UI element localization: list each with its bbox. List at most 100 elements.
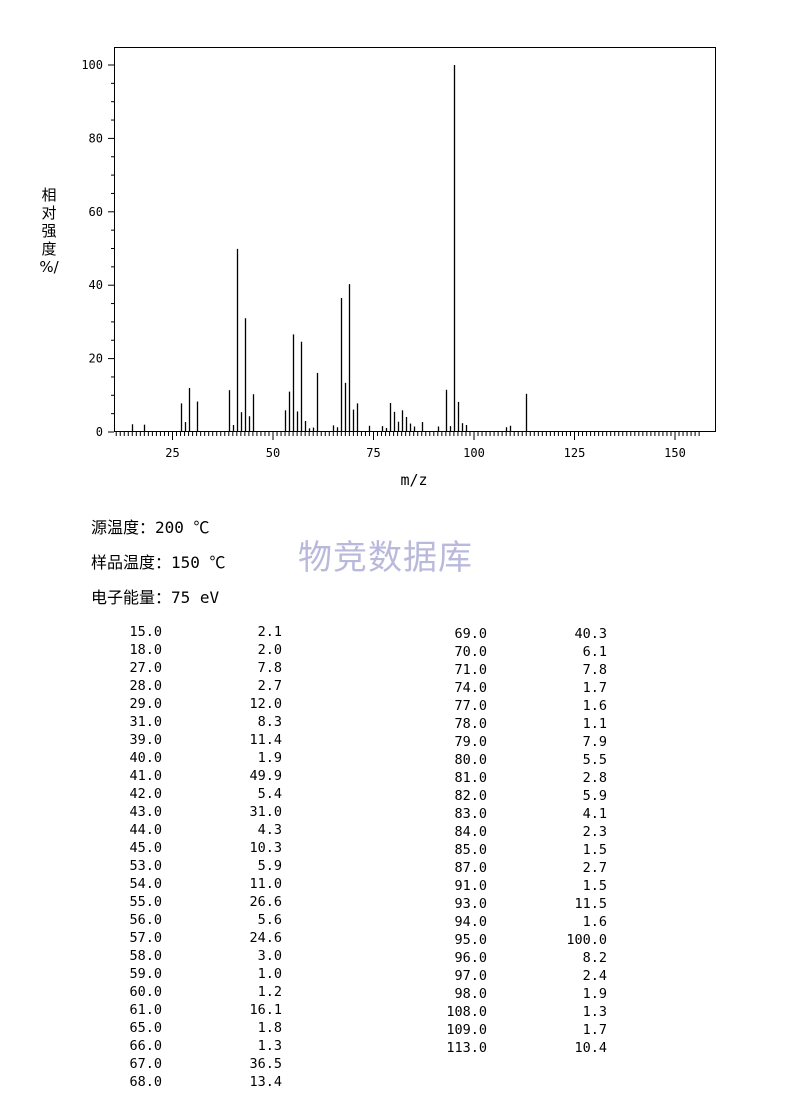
- peak-row: 95.0 100.0: [415, 931, 607, 949]
- peak-abundance: 2.4: [582, 968, 607, 984]
- sample-temperature: 样品温度：150 ℃: [91, 553, 226, 572]
- peak-row: 83.0 4.1: [415, 805, 607, 823]
- x-tick-label: 125: [564, 446, 586, 460]
- peak-abundance: 1.5: [582, 878, 607, 894]
- peak-row: 98.0 1.9: [415, 985, 607, 1003]
- peak-abundance: 10.3: [249, 840, 282, 856]
- peak-abundance: 2.7: [582, 860, 607, 876]
- peak-row: 40.0 1.9: [90, 749, 282, 767]
- peak-row: 113.0 10.4: [415, 1039, 607, 1057]
- peak-bars: [131, 65, 528, 432]
- y-tick-label: 80: [89, 131, 103, 145]
- peak-row: 74.0 1.7: [415, 679, 607, 697]
- peak-mz: 27.0: [129, 660, 162, 676]
- peak-mz: 84.0: [454, 824, 487, 840]
- peak-abundance: 4.1: [582, 806, 607, 822]
- peak-mz: 74.0: [454, 680, 487, 696]
- y-axis-label-char: %/: [39, 258, 59, 276]
- peak-abundance: 5.4: [257, 786, 282, 802]
- peak-row: 56.0 5.6: [90, 911, 282, 929]
- peak-abundance: 26.6: [249, 894, 282, 910]
- peak-row: 67.0 36.5: [90, 1055, 282, 1073]
- peak-row: 27.0 7.8: [90, 659, 282, 677]
- x-tick-label: 50: [266, 446, 280, 460]
- peak-abundance: 1.5: [582, 842, 607, 858]
- peak-abundance: 8.3: [257, 714, 282, 730]
- peak-mz: 95.0: [454, 932, 487, 948]
- peak-row: 81.0 2.8: [415, 769, 607, 787]
- peak-row: 28.0 2.7: [90, 677, 282, 695]
- mass-spectrum-chart: 0 20 40 60 80 100 25 50 75 100 125 150 m/z: [81, 47, 716, 489]
- peak-row: 54.0 11.0: [90, 875, 282, 893]
- peak-abundance: 1.9: [582, 986, 607, 1002]
- peak-mz: 60.0: [129, 984, 162, 1000]
- peak-row: 97.0 2.4: [415, 967, 607, 985]
- peak-mz: 55.0: [129, 894, 162, 910]
- peak-abundance: 10.4: [574, 1040, 607, 1056]
- peak-row: 39.0 11.4: [90, 731, 282, 749]
- peak-mz: 43.0: [129, 804, 162, 820]
- peak-mz: 67.0: [129, 1056, 162, 1072]
- peak-mz: 113.0: [446, 1040, 487, 1056]
- peak-abundance: 7.9: [582, 734, 607, 750]
- peak-abundance: 1.2: [257, 984, 282, 1000]
- peak-row: 68.0 13.4: [90, 1073, 282, 1091]
- peak-row: 60.0 1.2: [90, 983, 282, 1001]
- peak-mz: 29.0: [129, 696, 162, 712]
- plot-frame: [114, 47, 716, 432]
- peak-row: 96.0 8.2: [415, 949, 607, 967]
- peak-abundance: 4.3: [257, 822, 282, 838]
- peak-row: 55.0 26.6: [90, 893, 282, 911]
- peak-row: 43.0 31.0: [90, 803, 282, 821]
- x-axis: 25 50 75 100 125 150: [115, 432, 700, 460]
- peak-mz: 77.0: [454, 698, 487, 714]
- peak-abundance: 16.1: [249, 1002, 282, 1018]
- peak-mz: 71.0: [454, 662, 487, 678]
- x-tick-label: 100: [463, 446, 485, 460]
- peak-mz: 44.0: [129, 822, 162, 838]
- peak-row: 82.0 5.9: [415, 787, 607, 805]
- peak-abundance: 36.5: [249, 1056, 282, 1072]
- peak-row: 69.0 40.3: [415, 625, 607, 643]
- peak-mz: 79.0: [454, 734, 487, 750]
- peak-mz: 65.0: [129, 1020, 162, 1036]
- peak-abundance: 1.0: [257, 966, 282, 982]
- peak-mz: 42.0: [129, 786, 162, 802]
- peak-abundance: 24.6: [249, 930, 282, 946]
- peak-abundance: 1.3: [257, 1038, 282, 1054]
- peak-abundance: 5.5: [582, 752, 607, 768]
- x-axis-label: m/z: [400, 471, 427, 489]
- peak-row: 65.0 1.8: [90, 1019, 282, 1037]
- peak-row: 41.0 49.9: [90, 767, 282, 785]
- peak-row: 108.0 1.3: [415, 1003, 607, 1021]
- peak-abundance: 2.0: [257, 642, 282, 658]
- peak-row: 109.0 1.7: [415, 1021, 607, 1039]
- peak-mz: 39.0: [129, 732, 162, 748]
- y-axis-label-char: 相: [41, 186, 57, 204]
- peak-row: 15.0 2.1: [90, 623, 282, 641]
- peak-abundance: 1.7: [582, 680, 607, 696]
- peak-mz: 54.0: [129, 876, 162, 892]
- peak-abundance: 2.1: [257, 624, 282, 640]
- peak-table-right: 69.0 40.3 70.0 6.1 71.0 7.8 74.0 1.7 77.0 1.6 78.0…: [415, 625, 607, 1057]
- peak-mz: 96.0: [454, 950, 487, 966]
- peak-mz: 94.0: [454, 914, 487, 930]
- y-axis-label-char: 强: [41, 222, 57, 240]
- peak-row: 31.0 8.3: [90, 713, 282, 731]
- peak-abundance: 1.6: [582, 698, 607, 714]
- peak-mz: 87.0: [454, 860, 487, 876]
- peak-mz: 83.0: [454, 806, 487, 822]
- peak-abundance: 1.6: [582, 914, 607, 930]
- peak-mz: 41.0: [129, 768, 162, 784]
- peak-abundance: 100.0: [566, 932, 607, 948]
- electron-energy: 电子能量：75 eV: [91, 588, 220, 607]
- peak-abundance: 6.1: [582, 644, 607, 660]
- peak-table-left: 15.0 2.1 18.0 2.0 27.0 7.8 28.0 2.7 29.0 12.0 31.0…: [90, 623, 282, 1091]
- peak-abundance: 40.3: [574, 626, 607, 642]
- peak-mz: 91.0: [454, 878, 487, 894]
- peak-mz: 66.0: [129, 1038, 162, 1054]
- peak-row: 87.0 2.7: [415, 859, 607, 877]
- y-axis-label: 相 对 强 度 %/: [38, 186, 60, 276]
- y-tick-label: 20: [89, 352, 103, 366]
- peak-mz: 28.0: [129, 678, 162, 694]
